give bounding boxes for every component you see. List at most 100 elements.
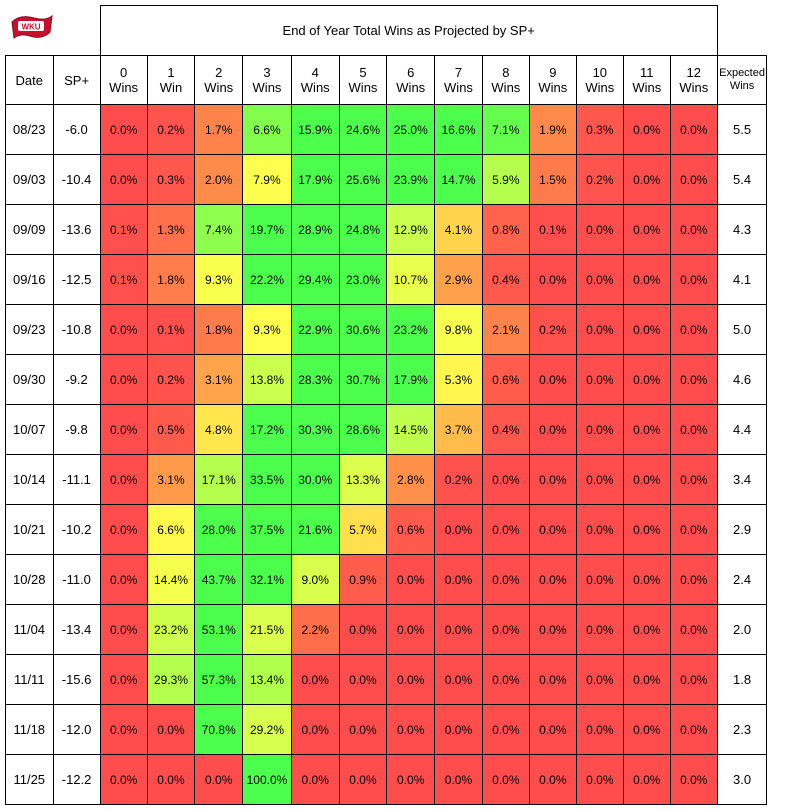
header-wins-number: 11	[640, 65, 654, 80]
row-sp-rating: -13.4	[52, 604, 101, 655]
heatmap-cell: 30.3%	[290, 404, 340, 455]
header-wins-number: 7	[454, 65, 463, 80]
heatmap-cell: 29.4%	[290, 254, 340, 305]
heatmap-cell: 0.8%	[481, 204, 530, 255]
heatmap-cell: 16.6%	[434, 104, 483, 155]
heatmap-cell: 14.4%	[146, 554, 196, 605]
heatmap-cell: 0.0%	[386, 654, 436, 705]
heatmap-cell: 0.0%	[434, 604, 483, 655]
heatmap-cell: 0.0%	[99, 754, 148, 805]
header-wins-label: Win	[159, 80, 183, 95]
heatmap-cell: 0.0%	[669, 454, 718, 505]
row-sp-rating: -12.2	[52, 754, 101, 805]
heatmap-cell: 23.2%	[386, 304, 436, 355]
heatmap-cell: 0.0%	[669, 654, 718, 705]
row-sp-rating: -10.4	[52, 154, 101, 205]
heatmap-cell: 0.0%	[481, 654, 530, 705]
table-row: 11/18 -12.0 0.0% 0.0% 70.8% 29.2% 0.0% 0.0% 0.0%…	[5, 704, 810, 755]
heatmap-cell: 0.0%	[575, 354, 624, 405]
heatmap-cell: 1.9%	[528, 104, 577, 155]
table-row: 09/30 -9.2 0.0% 0.2% 3.1% 13.8% 28.3% 30.7% 17.9…	[5, 354, 810, 405]
heatmap-cell: 0.0%	[669, 304, 718, 355]
title-spacer	[717, 5, 767, 56]
heatmap-cell: 0.0%	[528, 754, 577, 805]
header-wins-label: Wins	[444, 80, 473, 95]
heatmap-cell: 30.0%	[290, 454, 340, 505]
heatmap-cell: 0.0%	[481, 554, 530, 605]
heatmap-cell: 4.1%	[434, 204, 483, 255]
heatmap-cell: 0.4%	[481, 254, 530, 305]
heatmap-cell: 0.1%	[99, 254, 148, 305]
heatmap-cell: 2.8%	[386, 454, 436, 505]
heatmap-cell: 0.0%	[99, 104, 148, 155]
header-wins-number: 4	[311, 65, 319, 80]
heatmap-cell: 0.0%	[194, 754, 244, 805]
header-wins-number: 8	[502, 65, 510, 80]
heatmap-cell: 2.2%	[290, 604, 340, 655]
row-sp-rating: -12.0	[52, 704, 101, 755]
heatmap-cell: 0.0%	[622, 504, 671, 555]
header-wins-5: 5 Wins	[338, 55, 388, 105]
heatmap-cell: 57.3%	[194, 654, 244, 705]
header-wins-label: Wins	[632, 80, 662, 95]
heatmap-cell: 0.2%	[575, 154, 624, 205]
header-wins-label: Wins	[491, 80, 521, 95]
header-wins-11: 11 Wins	[622, 55, 671, 105]
heatmap-cell: 0.2%	[146, 354, 196, 405]
heatmap-cell: 0.0%	[622, 154, 671, 205]
heatmap-cell: 7.4%	[194, 204, 244, 255]
heatmap-cell: 0.9%	[338, 554, 388, 605]
heatmap-cell: 33.5%	[242, 454, 292, 505]
heatmap-cell: 29.3%	[146, 654, 196, 705]
heatmap-cell: 0.0%	[622, 704, 671, 755]
heatmap-cell: 0.0%	[434, 654, 483, 705]
heatmap-cell: 0.0%	[622, 754, 671, 805]
heatmap-cell: 30.7%	[338, 354, 388, 405]
heatmap-cell: 3.1%	[146, 454, 196, 505]
heatmap-cell: 0.0%	[669, 254, 718, 305]
heatmap-cell: 0.0%	[575, 404, 624, 455]
heatmap-cell: 23.0%	[338, 254, 388, 305]
heatmap-cell: 29.2%	[242, 704, 292, 755]
heatmap-cell: 14.5%	[386, 404, 436, 455]
heatmap-cell: 0.0%	[528, 254, 577, 305]
heatmap-cell: 0.0%	[622, 204, 671, 255]
header-wins-number: 3	[263, 65, 271, 80]
logo-text: WKU	[21, 23, 40, 32]
heatmap-cell: 0.0%	[622, 254, 671, 305]
heatmap-cell: 0.0%	[434, 754, 483, 805]
table-row: 11/11 -15.6 0.0% 29.3% 57.3% 13.4% 0.0% 0.0% 0.0…	[5, 654, 810, 705]
header-expected-line2: Wins	[729, 80, 755, 92]
heatmap-cell: 0.0%	[575, 204, 624, 255]
header-wins-6: 6 Wins	[386, 55, 436, 105]
heatmap-cell: 0.0%	[575, 504, 624, 555]
heatmap-cell: 30.6%	[338, 304, 388, 355]
heatmap-cell: 0.0%	[528, 354, 577, 405]
header-wins-12: 12 Wins	[669, 55, 718, 105]
heatmap-cell: 0.0%	[575, 654, 624, 705]
heatmap-cell: 0.0%	[99, 354, 148, 405]
heatmap-cell: 0.0%	[669, 504, 718, 555]
header-date: Date	[5, 55, 54, 105]
heatmap-cell: 0.0%	[669, 554, 718, 605]
win-projection-table: End of Year Total Wins as Projected by S…	[5, 5, 810, 805]
heatmap-cell: 0.0%	[622, 404, 671, 455]
row-date: 09/16	[5, 254, 54, 305]
heatmap-cell: 0.0%	[146, 704, 196, 755]
heatmap-cell: 9.3%	[242, 304, 292, 355]
header-wins-number: 12	[686, 65, 702, 80]
heatmap-cell: 0.0%	[434, 504, 483, 555]
heatmap-cell: 0.0%	[434, 554, 483, 605]
row-sp-rating: -10.8	[52, 304, 101, 355]
heatmap-cell: 0.0%	[99, 604, 148, 655]
heatmap-cell: 0.0%	[386, 704, 436, 755]
row-expected-wins: 1.8	[716, 654, 768, 705]
row-date: 09/09	[5, 204, 54, 255]
heatmap-cell: 17.9%	[386, 354, 436, 405]
row-date: 10/14	[5, 454, 54, 505]
heatmap-cell: 1.8%	[194, 304, 244, 355]
heatmap-cell: 0.2%	[434, 454, 483, 505]
header-wins-0: 0 Wins	[99, 55, 148, 105]
heatmap-cell: 0.0%	[669, 404, 718, 455]
header-wins-label: Wins	[252, 80, 282, 95]
